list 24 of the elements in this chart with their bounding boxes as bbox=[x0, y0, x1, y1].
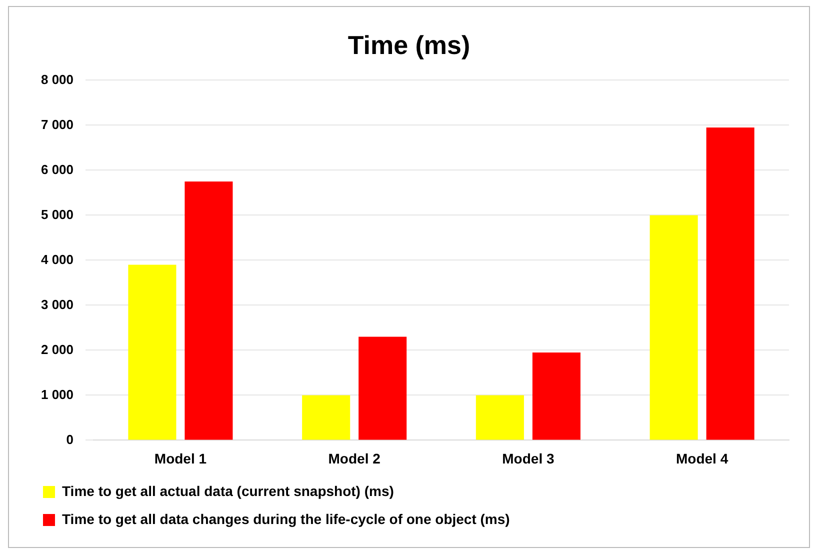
legend-label: Time to get all data changes during the life-cycle of one object (ms) bbox=[62, 510, 510, 527]
bar bbox=[302, 395, 350, 440]
bar bbox=[358, 336, 407, 440]
bar bbox=[532, 352, 580, 440]
x-tick-label: Model 4 bbox=[676, 450, 728, 466]
x-tick-label: Model 3 bbox=[502, 450, 554, 466]
y-tick-label: 3 000 bbox=[40, 296, 74, 312]
chart-title: Time (ms) bbox=[348, 30, 470, 60]
bar bbox=[476, 395, 524, 440]
y-tick-label: 6 000 bbox=[40, 162, 74, 177]
bar bbox=[650, 215, 698, 440]
bar bbox=[184, 181, 233, 440]
bar bbox=[706, 127, 754, 440]
y-tick-label: 4 000 bbox=[40, 252, 74, 267]
y-tick-label: 8 000 bbox=[40, 72, 74, 87]
x-tick-label: Model 2 bbox=[328, 450, 381, 466]
y-tick-label: 0 bbox=[66, 432, 74, 447]
y-tick-label: 5 000 bbox=[40, 206, 74, 222]
y-tick-label: 2 000 bbox=[40, 342, 74, 357]
y-tick-label: 7 000 bbox=[40, 116, 74, 132]
bar bbox=[128, 264, 176, 440]
legend-label: Time to get all actual data (current snapshot) (ms) bbox=[62, 482, 394, 499]
x-tick-label: Model 1 bbox=[154, 450, 207, 466]
y-tick-label: 1 000 bbox=[40, 386, 74, 402]
